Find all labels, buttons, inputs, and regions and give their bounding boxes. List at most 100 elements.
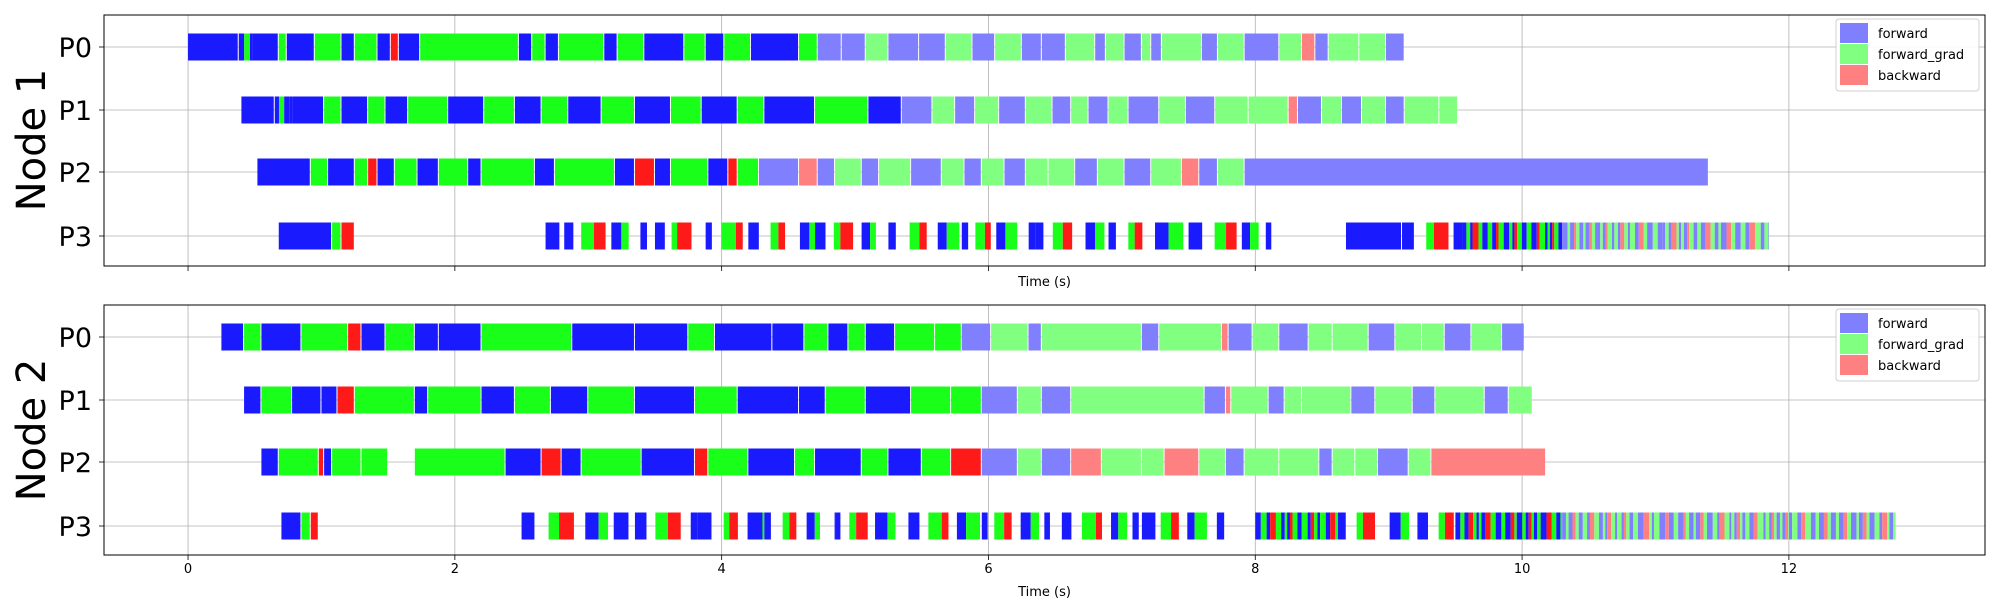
- segment-forward: [1132, 512, 1139, 540]
- segment-forward_grad: [1048, 158, 1075, 186]
- segment-backward: [1687, 222, 1690, 250]
- segment-forward: [1041, 448, 1071, 476]
- segment-forward: [764, 96, 815, 124]
- segment-forward: [815, 448, 861, 476]
- segment-forward_grad: [1847, 512, 1851, 540]
- segment-forward: [888, 448, 921, 476]
- segment-backward: [1289, 512, 1293, 540]
- segment-forward_grad: [1404, 96, 1439, 124]
- segment-forward: [817, 33, 841, 61]
- segment-backward: [1683, 512, 1686, 540]
- segment-forward: [1595, 222, 1601, 250]
- segment-backward: [1771, 512, 1775, 540]
- segment-forward: [1085, 222, 1096, 250]
- segment-forward: [521, 512, 535, 540]
- segment-forward: [1281, 512, 1285, 540]
- segment-backward: [1226, 222, 1237, 250]
- segment-forward_grad: [1866, 512, 1870, 540]
- segment-forward: [981, 448, 1017, 476]
- segment-forward: [438, 323, 481, 351]
- segment-forward_grad: [1551, 512, 1557, 540]
- segment-forward_grad: [1466, 222, 1471, 250]
- segment-backward: [951, 448, 981, 476]
- segment-forward_grad: [301, 512, 310, 540]
- segment-forward: [1041, 33, 1065, 61]
- segment-forward_grad: [1151, 158, 1181, 186]
- segment-forward_grad: [1526, 222, 1532, 250]
- segment-forward: [1714, 222, 1719, 250]
- segment-forward_grad: [861, 448, 888, 476]
- segment-forward: [611, 222, 622, 250]
- segment-forward_grad: [1779, 512, 1783, 540]
- segment-forward_grad: [1724, 512, 1730, 540]
- segment-forward: [414, 323, 438, 351]
- segment-forward: [1851, 512, 1857, 540]
- segment-backward: [941, 512, 949, 540]
- segment-forward_grad: [554, 158, 614, 186]
- segment-forward: [1052, 96, 1071, 124]
- segment-forward: [1683, 222, 1688, 250]
- segment-forward_grad: [951, 386, 981, 414]
- segment-forward_grad: [1400, 512, 1410, 540]
- segment-forward: [1297, 512, 1302, 540]
- segment-backward: [1665, 512, 1669, 540]
- segment-forward: [545, 222, 560, 250]
- segment-forward_grad: [921, 448, 951, 476]
- row-label-p1: P1: [59, 96, 92, 127]
- segment-forward: [1455, 512, 1461, 540]
- segment-forward_grad: [278, 96, 285, 124]
- segment-forward: [514, 96, 541, 124]
- segment-backward: [1620, 222, 1625, 250]
- segment-backward: [1270, 512, 1276, 540]
- segment-forward_grad: [815, 96, 868, 124]
- segment-forward_grad: [1673, 512, 1679, 540]
- segment-backward: [1670, 222, 1677, 250]
- segment-forward: [1337, 512, 1346, 540]
- segment-forward: [1386, 33, 1404, 61]
- segment-forward: [572, 323, 634, 351]
- segment-forward: [1095, 33, 1105, 61]
- segment-forward: [748, 222, 759, 250]
- segment-forward: [937, 222, 947, 250]
- segment-forward: [868, 96, 901, 124]
- segment-backward: [1643, 512, 1650, 540]
- segment-backward: [1468, 512, 1474, 540]
- segment-forward_grad: [1514, 512, 1517, 540]
- segment-forward: [654, 158, 670, 186]
- segment-forward: [1020, 512, 1031, 540]
- segment-forward: [911, 158, 941, 186]
- segment-forward: [1659, 512, 1666, 540]
- segment-forward_grad: [1478, 512, 1482, 540]
- segment-backward: [1514, 222, 1518, 250]
- segment-backward: [559, 512, 574, 540]
- segment-forward_grad: [408, 96, 448, 124]
- segment-backward: [778, 222, 786, 250]
- segment-forward: [261, 448, 278, 476]
- segment-forward: [690, 512, 698, 540]
- segment-forward_grad: [1649, 512, 1652, 540]
- segment-forward: [1568, 512, 1573, 540]
- segment-forward_grad: [1435, 386, 1484, 414]
- segment-forward: [244, 386, 261, 414]
- segment-backward: [840, 222, 854, 250]
- segment-forward: [1108, 222, 1116, 250]
- segment-forward_grad: [721, 222, 736, 250]
- segment-backward: [1536, 222, 1540, 250]
- segment-forward: [1124, 158, 1151, 186]
- segment-forward_grad: [1141, 33, 1151, 61]
- segment-forward_grad: [688, 323, 714, 351]
- segment-forward: [641, 448, 694, 476]
- segment-forward_grad: [1199, 448, 1225, 476]
- segment-forward_grad: [975, 96, 999, 124]
- segment-forward_grad: [438, 158, 468, 186]
- segment-forward_grad: [1600, 222, 1603, 250]
- segment-forward_grad: [1214, 222, 1227, 250]
- segment-backward: [1705, 222, 1711, 250]
- legend-swatch-forward_grad: [1840, 334, 1868, 354]
- segment-forward_grad: [1025, 158, 1048, 186]
- segment-forward_grad: [1531, 512, 1534, 540]
- segment-forward: [1678, 512, 1684, 540]
- segment-backward: [1472, 222, 1479, 250]
- segment-forward_grad: [1160, 512, 1172, 540]
- segment-forward: [1476, 512, 1479, 540]
